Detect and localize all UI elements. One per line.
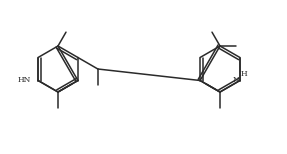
Text: HN: HN — [18, 75, 31, 83]
Text: H: H — [241, 69, 248, 77]
Text: N: N — [232, 75, 239, 83]
